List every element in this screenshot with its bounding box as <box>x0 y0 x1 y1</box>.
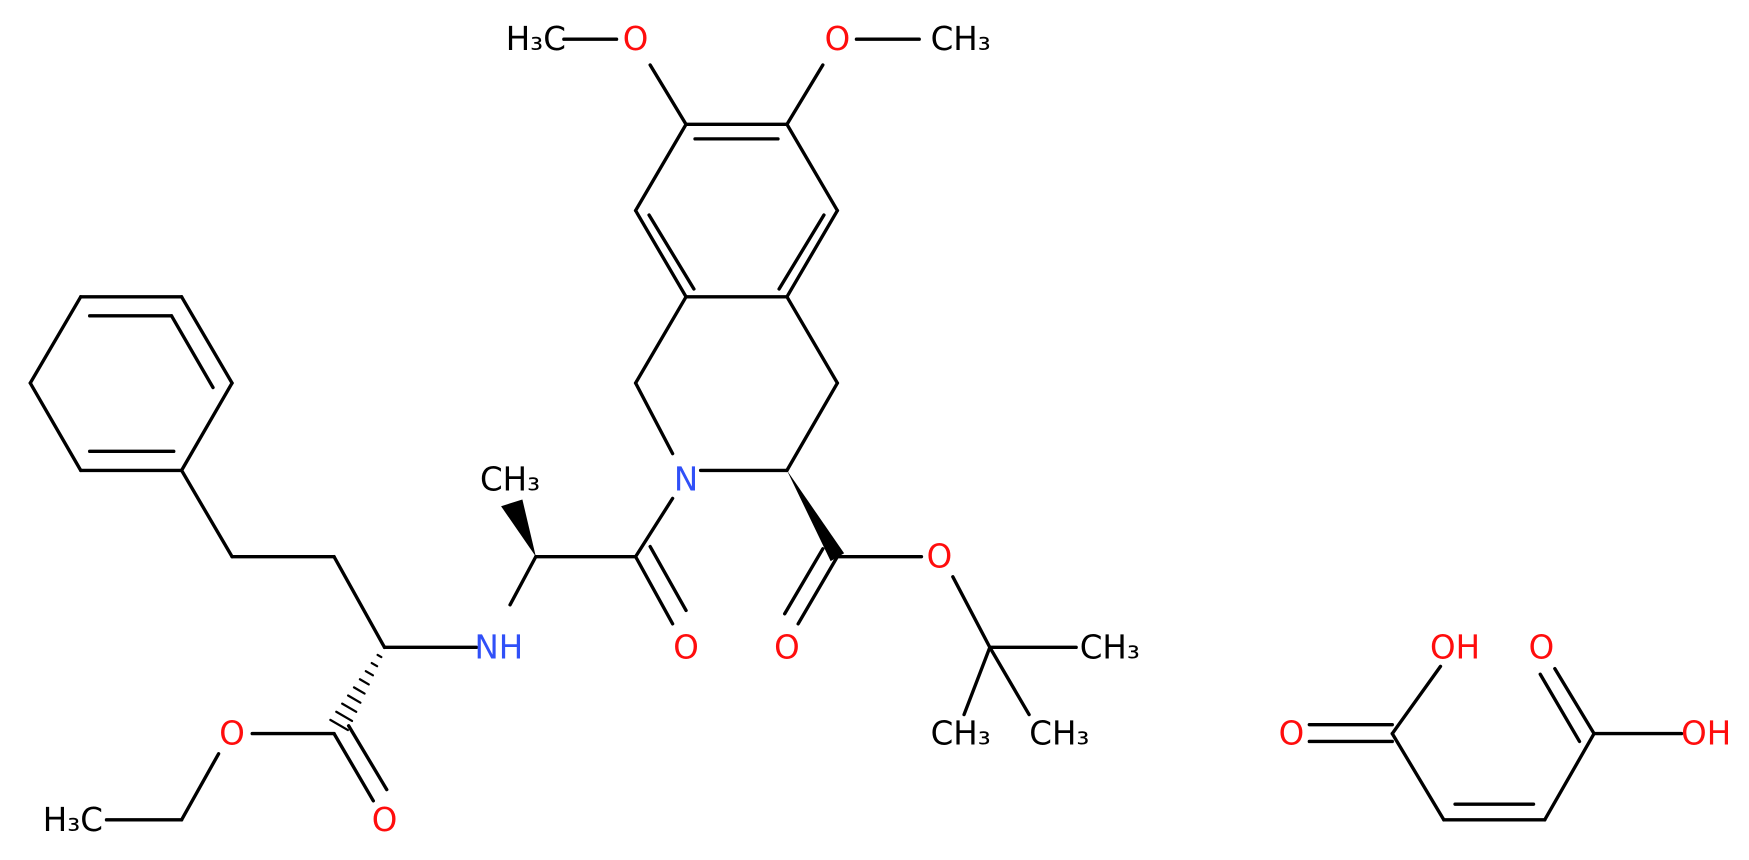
bond <box>169 314 215 390</box>
hash-bond <box>352 686 366 695</box>
atom-label: O <box>1279 715 1305 753</box>
bond <box>179 468 234 559</box>
atom-label: OH <box>1430 628 1480 666</box>
bond <box>1553 666 1596 736</box>
hash-bond <box>376 653 383 659</box>
bond <box>633 554 675 626</box>
molecule: H₃C O O CH₃ N CH₃ NH O O O CH₃ CH₃ CH₃ O… <box>28 20 1731 839</box>
bond <box>633 381 675 456</box>
bond <box>508 554 538 607</box>
bond <box>777 213 826 291</box>
bond <box>988 645 1031 717</box>
atom-label: N <box>674 460 698 498</box>
bond <box>648 63 688 127</box>
atom-label: O <box>774 628 800 666</box>
atom-label: O <box>372 801 398 839</box>
bond <box>785 381 840 473</box>
atom-label: O <box>673 628 699 666</box>
hash-bond <box>364 670 375 677</box>
bond <box>951 575 992 650</box>
bond <box>332 731 375 803</box>
hash-bond <box>370 661 379 668</box>
atom-label: O <box>1529 628 1555 666</box>
bond <box>633 122 688 213</box>
atom-label: CH₃ <box>931 20 991 58</box>
bond <box>179 381 234 473</box>
atom-label: CH₃ <box>1080 628 1140 666</box>
bond <box>332 554 387 650</box>
wedge-bond <box>786 470 845 562</box>
bond <box>179 752 221 822</box>
atom-label: H₃C <box>43 801 103 839</box>
bond <box>633 208 688 299</box>
hash-bond <box>341 702 358 713</box>
bond <box>1390 731 1446 822</box>
bond <box>648 544 688 613</box>
bond <box>179 295 234 385</box>
atom-label: CH₃ <box>1029 715 1089 753</box>
hash-bond <box>335 710 354 723</box>
atom-label: O <box>219 715 245 753</box>
bond <box>1390 664 1443 736</box>
bond <box>28 381 83 473</box>
bond <box>785 63 825 127</box>
atom-label: NH <box>474 628 523 666</box>
atom-label: O <box>825 20 851 58</box>
bond <box>647 213 696 291</box>
bond <box>1538 672 1582 744</box>
atom-label: CH₃ <box>480 460 540 498</box>
atom-label: O <box>927 538 953 576</box>
atom-label: O <box>623 20 649 58</box>
bond <box>1543 731 1596 822</box>
bond <box>783 547 825 616</box>
bond <box>346 724 389 792</box>
bond <box>633 496 675 559</box>
bond <box>962 645 992 717</box>
bond <box>785 295 840 385</box>
bond <box>796 554 840 626</box>
hash-bond <box>329 718 349 732</box>
bond <box>785 122 840 213</box>
bond <box>28 295 83 385</box>
atom-label: CH₃ <box>931 715 991 753</box>
hash-bond <box>346 694 362 704</box>
hash-bond <box>358 678 370 686</box>
atom-label: OH <box>1681 715 1731 753</box>
wedge-bond <box>501 499 536 557</box>
atom-label: H₃C <box>506 20 566 58</box>
bond <box>785 208 840 299</box>
bond <box>633 295 688 385</box>
